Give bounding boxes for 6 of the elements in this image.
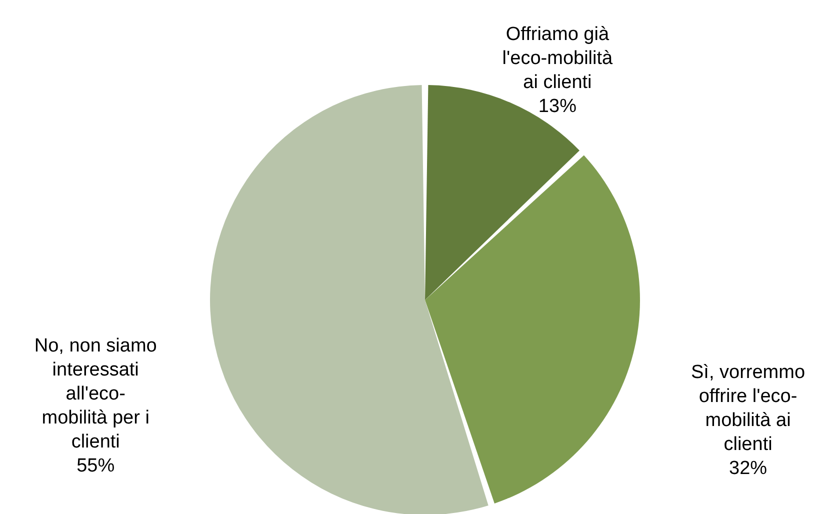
slice-label: No, non siamo interessati all'eco-mobilità per i clienti bbox=[34, 335, 157, 452]
data-label: 55% bbox=[76, 455, 115, 476]
slice-label: Sì, vorremmo offrire l'eco-mobilità ai clienti bbox=[691, 362, 806, 456]
data-label: 32% bbox=[729, 458, 768, 480]
slice-label: Offriamo già l'eco-mobilità ai clienti bbox=[502, 24, 614, 93]
data-label: 13% bbox=[538, 96, 577, 117]
